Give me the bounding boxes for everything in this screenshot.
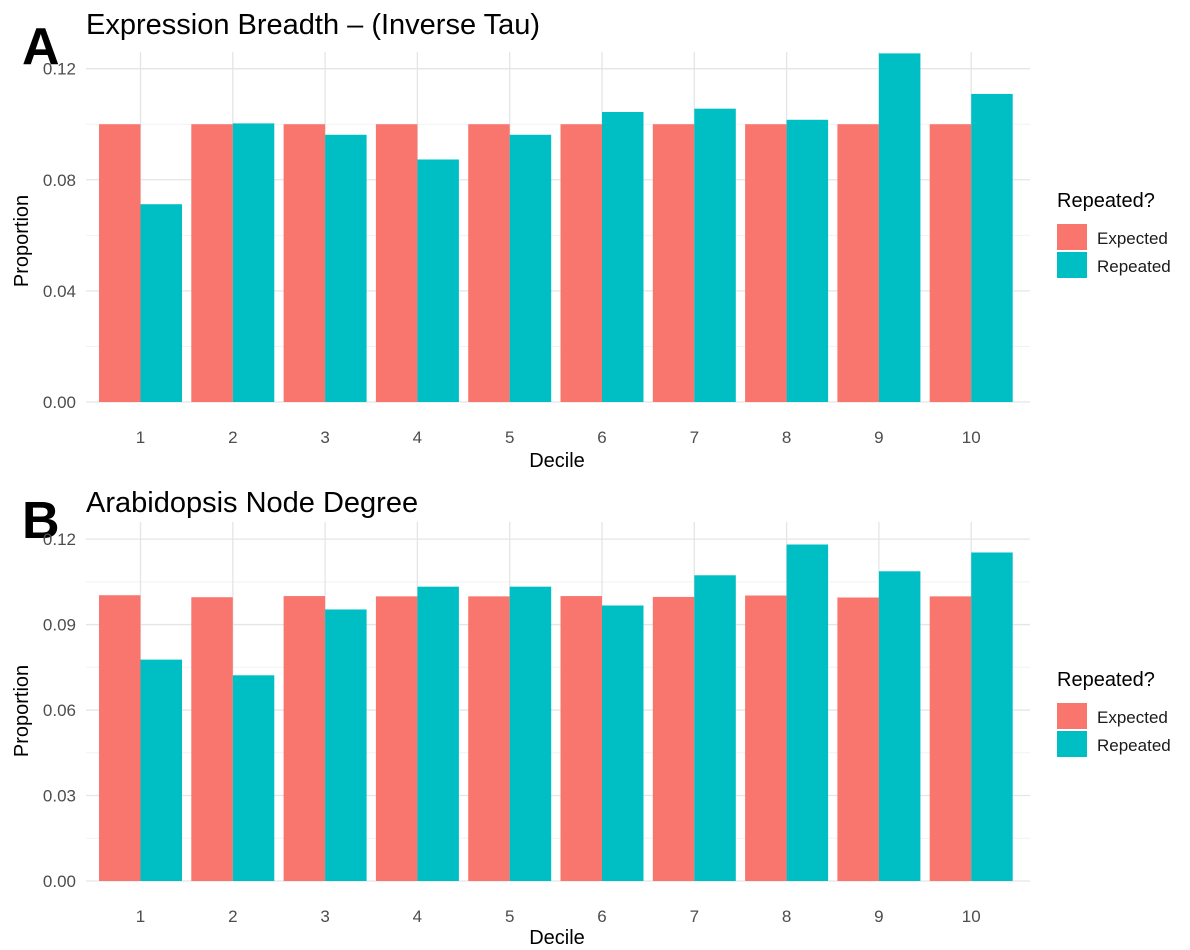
x-tick-label-b: 10 [962,907,981,926]
x-tick-label-a: 10 [962,428,981,447]
y-tick-label-b: 0.00 [43,872,76,891]
legend-label-expected-a: Expected [1097,229,1168,248]
bar-repeated-1-b [140,659,182,881]
bar-expected-8-b [745,595,787,881]
panel-letter-a: A [22,18,60,76]
x-tick-label-a: 5 [505,428,514,447]
y-axis-title-a: Proportion [11,195,33,287]
bar-repeated-10-b [971,552,1013,881]
bar-expected-4-b [375,596,418,881]
x-tick-label-a: 4 [413,428,422,447]
bar-repeated-9-a [878,53,921,403]
y-axis-title-b: Proportion [11,665,33,757]
bar-repeated-1-a [140,204,182,402]
bar-repeated-4-b [417,586,459,881]
bar-repeated-5-a [509,134,552,402]
bar-expected-6-b [560,596,602,881]
bar-repeated-6-a [602,112,644,402]
x-tick-label-b: 2 [228,907,237,926]
plot-area-b: 0.00 0.03 0.06 0.09 0.12 1 2 3 4 5 6 7 8 9 10 [43,522,1030,926]
bar-expected-5-b [468,596,510,881]
bar-expected-10-a [929,124,972,402]
bar-repeated-8-b [786,544,829,881]
bar-expected-5-a [468,124,510,402]
bar-expected-3-a [283,124,326,402]
legend-swatch-expected-a [1057,224,1087,250]
x-tick-label-a: 9 [874,428,883,447]
y-tick-label-b: 0.09 [43,616,76,635]
panel-letter-b: B [22,492,60,550]
bar-repeated-10-a [971,93,1013,402]
bar-repeated-7-b [694,575,736,881]
y-tick-label-a: 0.08 [43,171,76,190]
legend-title-b: Repeated? [1057,669,1155,691]
legend-label-repeated-b: Repeated [1097,736,1171,755]
bar-expected-6-a [560,124,602,402]
legend-b: Repeated? Expected Repeated [1057,669,1171,757]
bar-expected-1-a [99,124,141,402]
y-tick-label-a: 0.04 [43,282,76,301]
legend-swatch-repeated-b [1057,731,1087,757]
x-tick-label-b: 9 [874,907,883,926]
x-tick-label-a: 3 [320,428,329,447]
x-tick-label-b: 7 [690,907,699,926]
bar-expected-9-a [837,124,879,402]
bar-expected-7-b [652,596,695,881]
bar-expected-2-a [191,124,233,402]
legend-swatch-repeated-a [1057,252,1087,278]
y-tick-label-a: 0.00 [43,393,76,412]
x-tick-label-a: 6 [597,428,606,447]
bar-expected-10-b [929,596,972,881]
x-tick-label-a: 8 [782,428,791,447]
bar-repeated-7-a [694,108,736,403]
y-tick-label-a: 0.12 [43,60,76,79]
bar-expected-3-b [283,596,326,881]
legend-swatch-expected-b [1057,703,1087,729]
x-axis-title-b: Decile [529,927,585,949]
legend-a: Repeated? Expected Repeated [1057,190,1171,278]
bar-repeated-9-b [878,571,921,881]
x-tick-label-a: 7 [690,428,699,447]
plot-area-a: 0.00 0.04 0.08 0.12 1 2 3 4 5 6 7 8 9 10 [43,52,1030,447]
y-tick-label-b: 0.03 [43,787,76,806]
x-tick-label-a: 2 [228,428,237,447]
chart-title-a: Expression Breadth – (Inverse Tau) [86,9,540,41]
bar-expected-9-b [837,597,879,881]
bar-repeated-5-b [509,586,552,881]
x-axis-title-a: Decile [529,450,585,472]
x-tick-label-b: 4 [413,907,422,926]
legend-label-expected-b: Expected [1097,708,1168,727]
bar-repeated-3-b [325,609,367,881]
bar-repeated-3-a [325,134,367,402]
x-tick-label-b: 8 [782,907,791,926]
y-tick-label-b: 0.06 [43,701,76,720]
bar-repeated-8-a [786,119,829,403]
bar-repeated-2-a [232,123,275,402]
chart-title-b: Arabidopsis Node Degree [86,487,418,519]
bar-expected-7-a [652,124,695,402]
y-tick-label-b: 0.12 [43,530,76,549]
legend-title-a: Repeated? [1057,190,1155,212]
bar-expected-2-b [191,597,233,881]
x-tick-label-b: 5 [505,907,514,926]
x-tick-label-b: 6 [597,907,606,926]
x-tick-label-b: 1 [136,907,145,926]
legend-label-repeated-a: Repeated [1097,257,1171,276]
bar-expected-1-b [99,595,141,881]
bar-repeated-2-b [232,675,275,881]
bar-repeated-4-a [417,159,459,402]
x-tick-label-b: 3 [320,907,329,926]
bar-expected-4-a [375,124,418,402]
bar-repeated-6-b [602,605,644,881]
x-tick-label-a: 1 [136,428,145,447]
bar-expected-8-a [745,124,787,402]
